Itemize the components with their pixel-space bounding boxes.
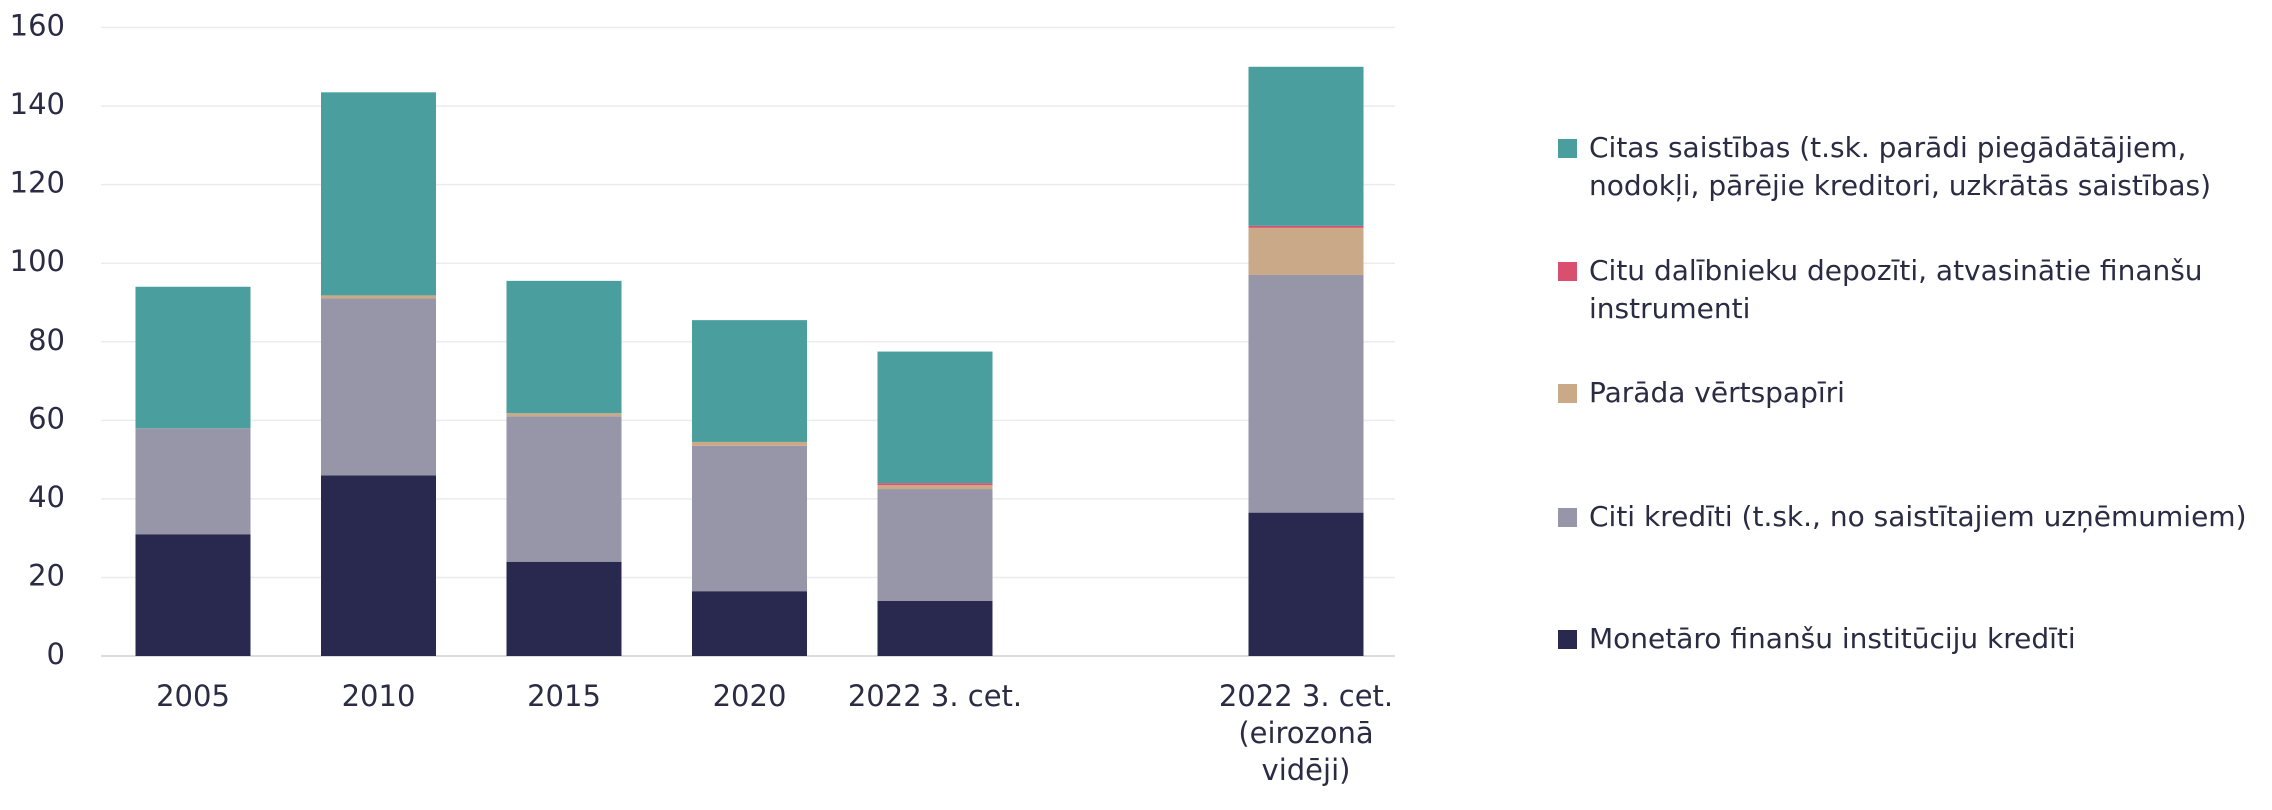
y-tick-label: 60: [28, 401, 65, 435]
bar-segment: [1248, 227, 1364, 275]
legend-swatch: [1558, 139, 1577, 158]
legend-item: Citas saistības (t.sk. parādi piegādātāj…: [1558, 129, 2272, 205]
bar-segment: [692, 591, 807, 656]
bar-segment: [877, 351, 993, 484]
legend-label: Citas saistības (t.sk. parādi piegādātāj…: [1589, 131, 2212, 202]
legend-item: Monetāro finanšu institūciju kredīti: [1558, 620, 2272, 658]
bar-segment: [506, 561, 622, 656]
bar-segment: [877, 483, 993, 486]
bar-segment: [877, 601, 993, 656]
bar-segment: [506, 413, 622, 417]
x-tick-label: 2022 3. cet. (eirozonā vidēji): [1218, 679, 1394, 787]
bar-segment: [877, 485, 993, 490]
legend-label: Monetāro finanšu institūciju kredīti: [1589, 622, 2076, 655]
y-tick-label: 100: [10, 244, 65, 278]
bar-segment: [1248, 274, 1364, 513]
y-tick-label: 40: [28, 480, 65, 514]
y-tick-label: 0: [47, 637, 65, 671]
bar-segment: [506, 280, 622, 414]
y-tick-label: 160: [10, 9, 65, 43]
legend-label: Citu dalībnieku depozīti, atvasinātie fi…: [1589, 254, 2203, 325]
x-tick-label: 2022 3. cet.: [847, 679, 1023, 713]
x-tick-label: 2015: [527, 679, 601, 713]
bar-segment: [1248, 225, 1364, 228]
bar-segment: [321, 298, 436, 476]
y-tick-label: 20: [28, 558, 65, 592]
legend-swatch: [1558, 384, 1577, 403]
bar-segment: [1248, 512, 1364, 656]
bar-segment: [692, 445, 807, 592]
bar-segment: [321, 475, 436, 656]
y-tick-label: 140: [10, 87, 65, 121]
legend-swatch: [1558, 508, 1577, 527]
legend-label: Citi kredīti (t.sk., no saistītajiem uzņ…: [1589, 500, 2247, 533]
legend-swatch: [1558, 262, 1577, 281]
bar-segment: [1248, 66, 1364, 226]
bar-segment: [692, 320, 807, 442]
bar-segment: [692, 441, 807, 446]
legend-item: Citi kredīti (t.sk., no saistītajiem uzņ…: [1558, 498, 2272, 536]
bar-segment: [135, 286, 251, 429]
y-tick-label: 120: [10, 166, 65, 200]
x-tick-label: 2020: [712, 679, 787, 713]
bar-segment: [135, 534, 251, 656]
x-tick-label: 2005: [156, 679, 230, 713]
x-tick-label: 2010: [341, 679, 416, 713]
legend-label: Parāda vērtspapīri: [1589, 376, 1845, 409]
legend-item: Citu dalībnieku depozīti, atvasinātie fi…: [1558, 252, 2272, 328]
bar-segment: [506, 416, 622, 562]
bar-segment: [135, 428, 251, 535]
legend-swatch: [1558, 630, 1577, 649]
bar-segment: [321, 295, 436, 299]
bar-segment: [321, 92, 436, 296]
y-tick-label: 80: [28, 323, 65, 357]
legend-item: Parāda vērtspapīri: [1558, 374, 2272, 412]
bar-segment: [877, 489, 993, 602]
